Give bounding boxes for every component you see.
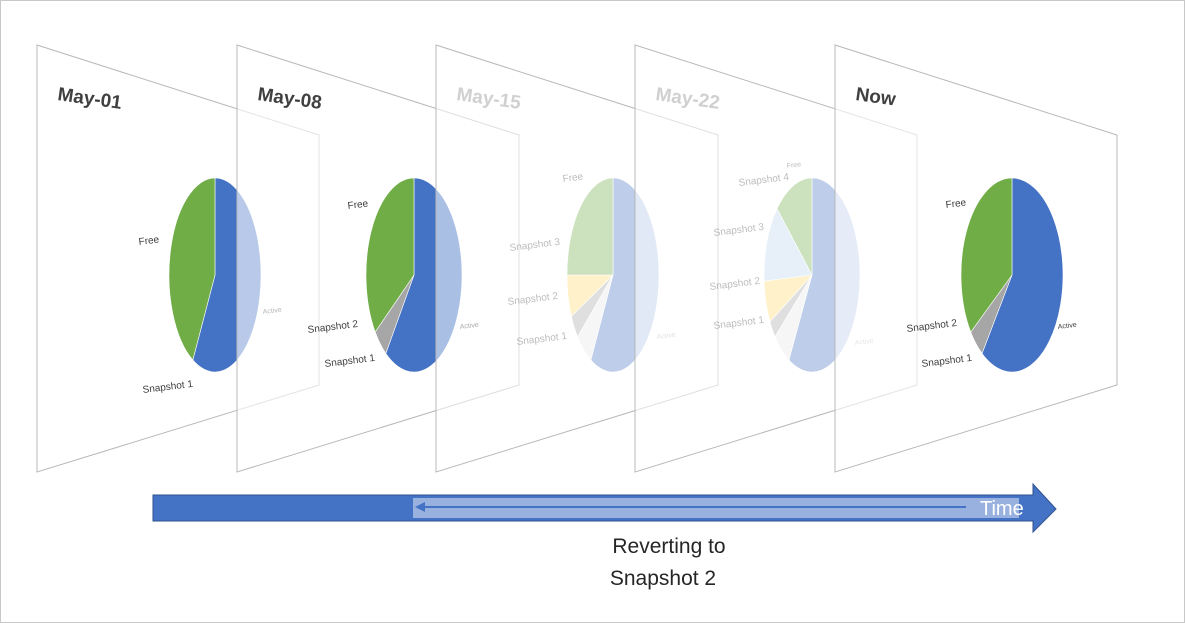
frames-layer: May-01FreeActiveSnapshot 1May-08FreeActi… [36, 44, 1118, 473]
label-active: Active [1057, 322, 1077, 331]
pie-slice-active [981, 177, 1064, 373]
pie-slice-snapshot-1 [577, 274, 614, 361]
caption-line-1: Reverting to [612, 535, 725, 558]
pie-slice-snapshot-3 [566, 274, 614, 317]
pie-slice-snapshot-2 [571, 274, 614, 338]
pie-chart [960, 177, 1064, 373]
label-free: Free [562, 172, 584, 185]
pie-slice-free [365, 177, 415, 333]
revert-arrow-head [415, 502, 425, 512]
timeline: Time Reverting to Snapshot 2 [152, 482, 1057, 590]
pie-slice-snapshot-2 [769, 274, 813, 338]
pie-slice-snapshot-3 [763, 274, 813, 323]
pie-slice-free [776, 177, 813, 276]
pie-slice-snapshot-4 [763, 207, 813, 282]
label-free: Free [945, 198, 967, 211]
pie-slice-free [566, 177, 614, 276]
label-free: Free [347, 199, 369, 212]
time-label: Time [980, 498, 1024, 520]
label-free: Free [786, 161, 801, 170]
pie-slice-free [168, 177, 216, 361]
pie-slice-snapshot-1 [774, 274, 813, 361]
label-free: Free [138, 235, 160, 248]
caption-line-2: Snapshot 2 [610, 567, 716, 590]
pie-slice-free [960, 177, 1013, 333]
